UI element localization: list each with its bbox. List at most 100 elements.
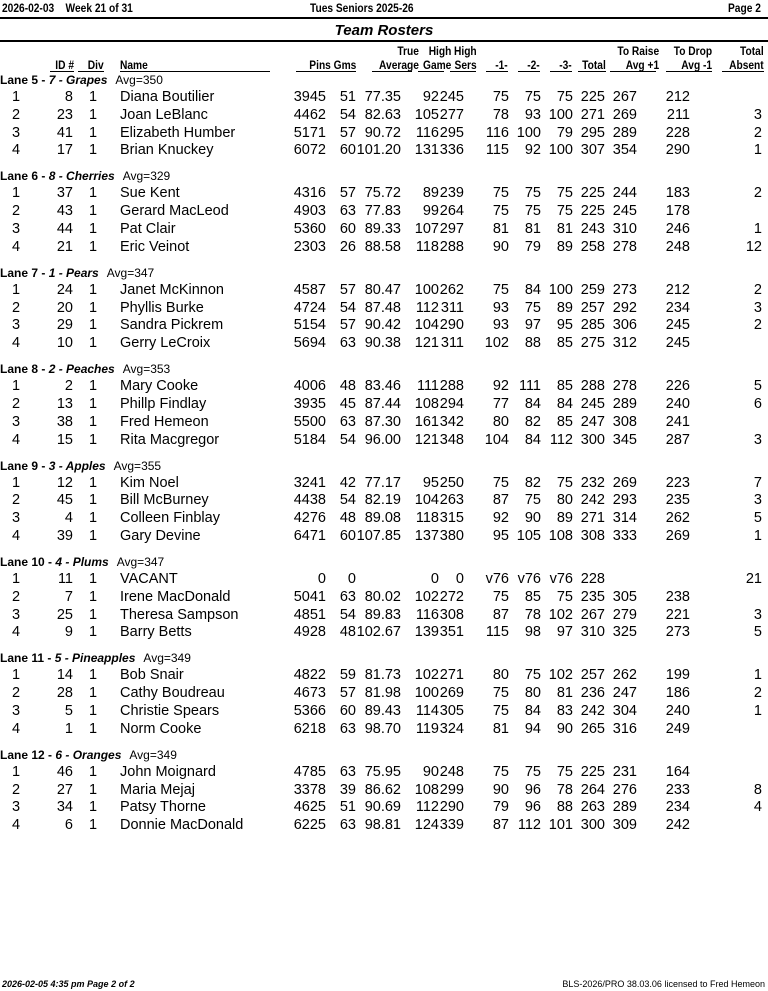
cell-pos: 4 — [12, 238, 21, 255]
cell-id: 29 — [56, 317, 73, 334]
cell-total: 271 — [580, 106, 605, 123]
cell-raise: 278 — [612, 378, 637, 395]
cell-raise: 244 — [612, 185, 637, 202]
cell-total: 242 — [580, 492, 605, 509]
cell-drop: 245 — [665, 317, 690, 334]
cell-g1: 75 — [492, 474, 509, 491]
cell-avg: 102.67 — [356, 624, 401, 641]
cell-drop: 211 — [666, 106, 690, 123]
cell-drop: 223 — [665, 474, 690, 491]
cell-pins: 4276 — [293, 510, 326, 527]
col-header-high-sers: High Sers — [450, 44, 477, 72]
cell-g1: 116 — [485, 124, 509, 141]
cell-total: 258 — [580, 238, 605, 255]
cell-raise: 312 — [612, 335, 637, 352]
cell-avg: 90.69 — [364, 799, 401, 816]
col-header-total-absent-text: Total Absent — [729, 44, 764, 72]
cell-pos: 3 — [12, 703, 21, 719]
col-header-underline — [610, 71, 656, 72]
cell-hs: 305 — [439, 703, 464, 719]
cell-pins: 4462 — [293, 106, 326, 123]
cell-g2: 84 — [524, 281, 541, 298]
cell-pos: 3 — [12, 124, 21, 141]
cell-hs: 339 — [439, 817, 464, 834]
cell-g2: 92 — [524, 142, 541, 159]
cell-div: 1 — [89, 142, 98, 159]
cell-gms: 60 — [339, 221, 356, 237]
cell-pins: 4673 — [293, 685, 326, 702]
cell-avg: 87.44 — [364, 396, 401, 412]
col-header-true-average: True Average — [372, 44, 419, 72]
cell-g1: 75 — [492, 281, 509, 298]
lane-number: Lane 6 - — [0, 169, 49, 184]
cell-gms: 54 — [339, 431, 356, 448]
cell-g3: 75 — [556, 763, 573, 780]
cell-name: Janet McKinnon — [120, 281, 224, 298]
cell-id: 2 — [64, 378, 73, 395]
cell-hs: 324 — [439, 720, 464, 737]
cell-total: 257 — [580, 299, 605, 316]
cell-hs: 308 — [439, 606, 464, 623]
cell-pos: 4 — [12, 624, 21, 641]
cell-total: 225 — [580, 89, 605, 105]
cell-total: 310 — [580, 624, 605, 641]
cell-div: 1 — [89, 185, 98, 202]
cell-drop: 164 — [665, 763, 690, 780]
cell-pins: 3945 — [293, 89, 326, 105]
cell-g3: 85 — [556, 335, 573, 352]
cell-total: 247 — [580, 413, 605, 430]
cell-gms: 63 — [339, 817, 356, 834]
page-title: Team Rosters — [334, 22, 434, 39]
cell-pos: 2 — [12, 203, 21, 220]
cell-avg: 80.02 — [364, 588, 401, 605]
cell-g3: 112 — [549, 431, 573, 448]
cell-g1: 90 — [492, 781, 509, 798]
cell-gms: 57 — [339, 281, 356, 298]
cell-g1: 81 — [492, 221, 509, 237]
cell-div: 1 — [89, 606, 98, 623]
lane-number: Lane 9 - — [0, 458, 49, 473]
cell-hg: 102 — [414, 667, 439, 684]
col-header-to-drop-text: To Drop Avg -1 — [673, 44, 712, 72]
cell-absent: 2 — [753, 281, 762, 298]
cell-avg: 80.47 — [364, 281, 401, 298]
cell-pins: 4822 — [293, 667, 326, 684]
cell-g2: 105 — [516, 528, 541, 544]
cell-pins: 0 — [317, 571, 326, 587]
page-number: Page 2 — [728, 1, 767, 15]
cell-id: 8 — [64, 89, 73, 105]
cell-hs: 299 — [439, 781, 464, 798]
cell-hg: 112 — [415, 299, 439, 316]
cell-pos: 2 — [12, 106, 21, 123]
cell-g3: 95 — [556, 317, 573, 334]
cell-pos: 2 — [12, 492, 21, 509]
col-header-div-text: Div — [88, 58, 104, 72]
cell-div: 1 — [89, 238, 98, 255]
team-name: 3 - Apples — [48, 458, 106, 473]
cell-pins: 5154 — [293, 317, 326, 334]
cell-g1: 102 — [484, 335, 509, 352]
cell-absent: 3 — [753, 431, 762, 448]
cell-g3: 81 — [556, 221, 573, 237]
cell-id: 20 — [56, 299, 73, 316]
cell-hg: 121 — [414, 431, 439, 448]
lane-number: Lane 7 - — [0, 265, 49, 280]
cell-absent: 2 — [753, 185, 762, 202]
cell-drop: 235 — [665, 492, 690, 509]
cell-g2: 75 — [524, 492, 541, 509]
cell-drop: 234 — [665, 799, 690, 816]
cell-pos: 4 — [12, 431, 21, 448]
cell-gms: 63 — [339, 763, 356, 780]
cell-hg: 111 — [416, 378, 439, 395]
footer-print-info: 2026-02-05 4:35 pm Page 2 of 2 — [2, 979, 135, 989]
cell-gms: 54 — [339, 606, 356, 623]
cell-avg: 101.20 — [356, 142, 401, 159]
cell-avg: 90.42 — [364, 317, 401, 334]
cell-drop: 240 — [665, 703, 690, 719]
cell-g1: 92 — [492, 378, 509, 395]
cell-pins: 6218 — [293, 720, 326, 737]
cell-div: 1 — [89, 528, 98, 544]
cell-pins: 5041 — [293, 588, 326, 605]
cell-drop: 178 — [665, 203, 690, 220]
cell-name: Norm Cooke — [120, 720, 202, 737]
